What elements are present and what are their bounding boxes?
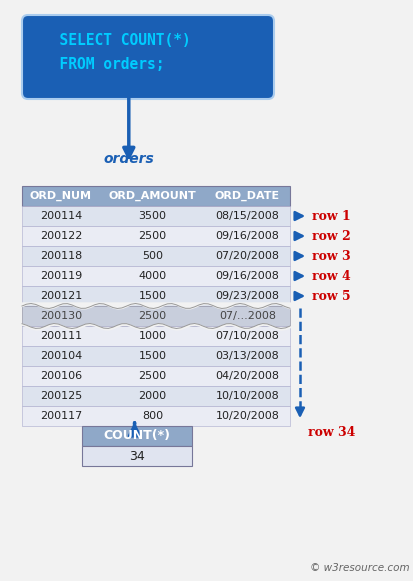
Text: 200130: 200130 <box>40 311 82 321</box>
Text: 2500: 2500 <box>138 231 166 241</box>
Text: 09/16/2008: 09/16/2008 <box>215 231 279 241</box>
Text: ORD_NUM: ORD_NUM <box>30 191 92 201</box>
Text: FROM orders;: FROM orders; <box>42 57 164 72</box>
Text: 08/15/2008: 08/15/2008 <box>215 211 279 221</box>
Text: 800: 800 <box>142 411 163 421</box>
Text: COUNT(*): COUNT(*) <box>103 429 170 443</box>
FancyBboxPatch shape <box>82 446 192 466</box>
FancyBboxPatch shape <box>22 406 289 426</box>
FancyBboxPatch shape <box>22 386 289 406</box>
Text: 07/10/2008: 07/10/2008 <box>215 331 279 341</box>
Text: 200104: 200104 <box>40 351 82 361</box>
Text: 07/...2008: 07/...2008 <box>218 311 275 321</box>
Text: row 34: row 34 <box>307 426 354 439</box>
Text: 1500: 1500 <box>138 291 166 301</box>
Text: 10/20/2008: 10/20/2008 <box>215 411 279 421</box>
Text: 07/20/2008: 07/20/2008 <box>215 251 279 261</box>
Text: 200121: 200121 <box>40 291 82 301</box>
FancyBboxPatch shape <box>22 286 289 306</box>
FancyBboxPatch shape <box>22 246 289 266</box>
Text: orders: orders <box>103 152 154 166</box>
FancyBboxPatch shape <box>22 326 289 346</box>
Text: 200106: 200106 <box>40 371 82 381</box>
Text: ORD_DATE: ORD_DATE <box>214 191 279 201</box>
Text: 200111: 200111 <box>40 331 82 341</box>
Text: 200122: 200122 <box>40 231 82 241</box>
FancyBboxPatch shape <box>82 426 192 446</box>
Text: 200125: 200125 <box>40 391 82 401</box>
Text: row 4: row 4 <box>311 270 350 282</box>
FancyBboxPatch shape <box>22 206 289 226</box>
FancyBboxPatch shape <box>22 366 289 386</box>
Text: 200119: 200119 <box>40 271 82 281</box>
FancyBboxPatch shape <box>22 346 289 366</box>
Text: 34: 34 <box>129 450 145 462</box>
Text: 2500: 2500 <box>138 371 166 381</box>
Text: 200117: 200117 <box>40 411 82 421</box>
Text: 500: 500 <box>142 251 163 261</box>
Text: 3500: 3500 <box>138 211 166 221</box>
Text: © w3resource.com: © w3resource.com <box>310 563 409 573</box>
FancyBboxPatch shape <box>22 266 289 286</box>
Text: 2500: 2500 <box>138 311 166 321</box>
Text: SELECT COUNT(*): SELECT COUNT(*) <box>42 33 190 48</box>
Text: row 1: row 1 <box>311 210 350 223</box>
Text: ORD_AMOUNT: ORD_AMOUNT <box>108 191 196 201</box>
FancyBboxPatch shape <box>22 186 289 206</box>
Text: row 3: row 3 <box>311 249 350 263</box>
Text: 03/13/2008: 03/13/2008 <box>215 351 279 361</box>
Text: row 2: row 2 <box>311 229 350 242</box>
Text: 04/20/2008: 04/20/2008 <box>215 371 279 381</box>
Text: 4000: 4000 <box>138 271 166 281</box>
Text: 10/10/2008: 10/10/2008 <box>215 391 279 401</box>
Text: 2000: 2000 <box>138 391 166 401</box>
Text: row 5: row 5 <box>311 289 350 303</box>
FancyBboxPatch shape <box>22 226 289 246</box>
Text: 200118: 200118 <box>40 251 82 261</box>
FancyBboxPatch shape <box>22 15 273 99</box>
FancyBboxPatch shape <box>22 306 289 326</box>
Text: 1000: 1000 <box>138 331 166 341</box>
Text: 09/16/2008: 09/16/2008 <box>215 271 279 281</box>
Text: 1500: 1500 <box>138 351 166 361</box>
Text: 09/23/2008: 09/23/2008 <box>215 291 279 301</box>
Text: 200114: 200114 <box>40 211 82 221</box>
